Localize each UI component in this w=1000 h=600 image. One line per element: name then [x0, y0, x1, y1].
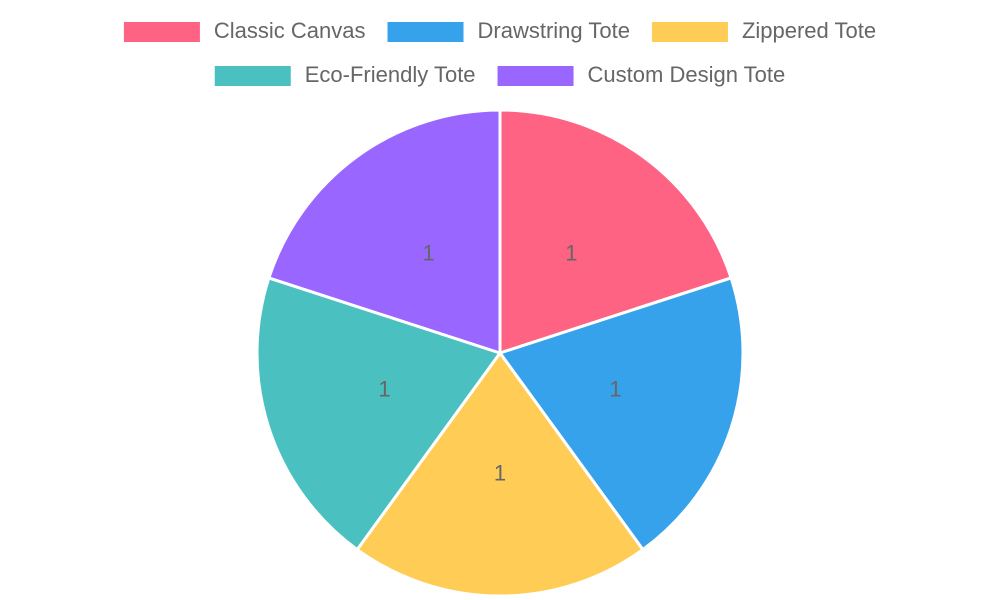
- data-label: 1: [378, 376, 390, 401]
- legend-label: Eco-Friendly Tote: [305, 62, 476, 87]
- pie-slice: [267, 108, 502, 356]
- legend-item: Custom Design Tote: [497, 62, 786, 87]
- legend-label: Classic Canvas: [214, 18, 366, 43]
- legend-label: Zippered Tote: [742, 18, 876, 43]
- pie-slice: [255, 276, 503, 552]
- data-label: 1: [494, 460, 506, 485]
- legend-swatch: [651, 22, 728, 42]
- pie-slice: [498, 108, 733, 356]
- data-label: 1: [422, 241, 434, 266]
- legend-swatch: [123, 22, 200, 42]
- legend-item: Eco-Friendly Tote: [214, 62, 476, 87]
- data-label: 1: [565, 241, 577, 266]
- legend-swatch: [387, 22, 464, 42]
- legend-item: Drawstring Tote: [387, 18, 630, 43]
- legend-item: Classic Canvas: [123, 18, 366, 43]
- pie-slice: [355, 350, 645, 598]
- legend-item: Zippered Tote: [651, 18, 876, 43]
- legend-swatch: [497, 66, 574, 86]
- data-label: 1: [609, 376, 621, 401]
- legend-label: Custom Design Tote: [588, 62, 786, 87]
- legend-label: Drawstring Tote: [478, 18, 630, 43]
- pie-slice: [497, 276, 745, 552]
- legend-swatch: [214, 66, 291, 86]
